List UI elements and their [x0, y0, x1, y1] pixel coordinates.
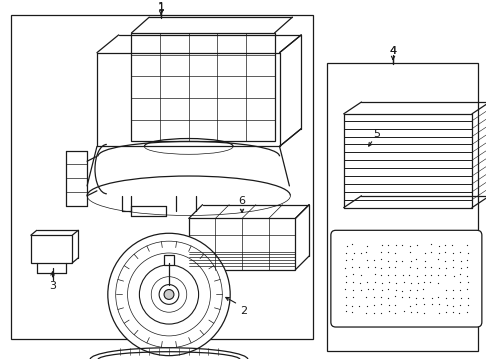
Bar: [326, 63, 477, 351]
Text: 1: 1: [157, 3, 164, 13]
Circle shape: [159, 285, 179, 304]
Text: 2: 2: [240, 306, 247, 316]
Circle shape: [107, 233, 230, 356]
FancyBboxPatch shape: [330, 230, 481, 327]
Circle shape: [116, 241, 222, 348]
Text: 4: 4: [388, 46, 396, 56]
Bar: [131, 33, 274, 141]
Circle shape: [127, 253, 210, 336]
Text: 3: 3: [49, 280, 56, 291]
Bar: [164, 255, 174, 265]
Bar: [188, 219, 295, 270]
Text: 5: 5: [372, 129, 379, 139]
Bar: [31, 235, 72, 263]
Text: 1: 1: [157, 2, 164, 12]
Circle shape: [139, 265, 198, 324]
Bar: [11, 15, 312, 339]
Circle shape: [151, 277, 186, 312]
Circle shape: [164, 289, 174, 300]
Text: 4: 4: [388, 46, 396, 56]
Text: 6: 6: [238, 196, 245, 206]
